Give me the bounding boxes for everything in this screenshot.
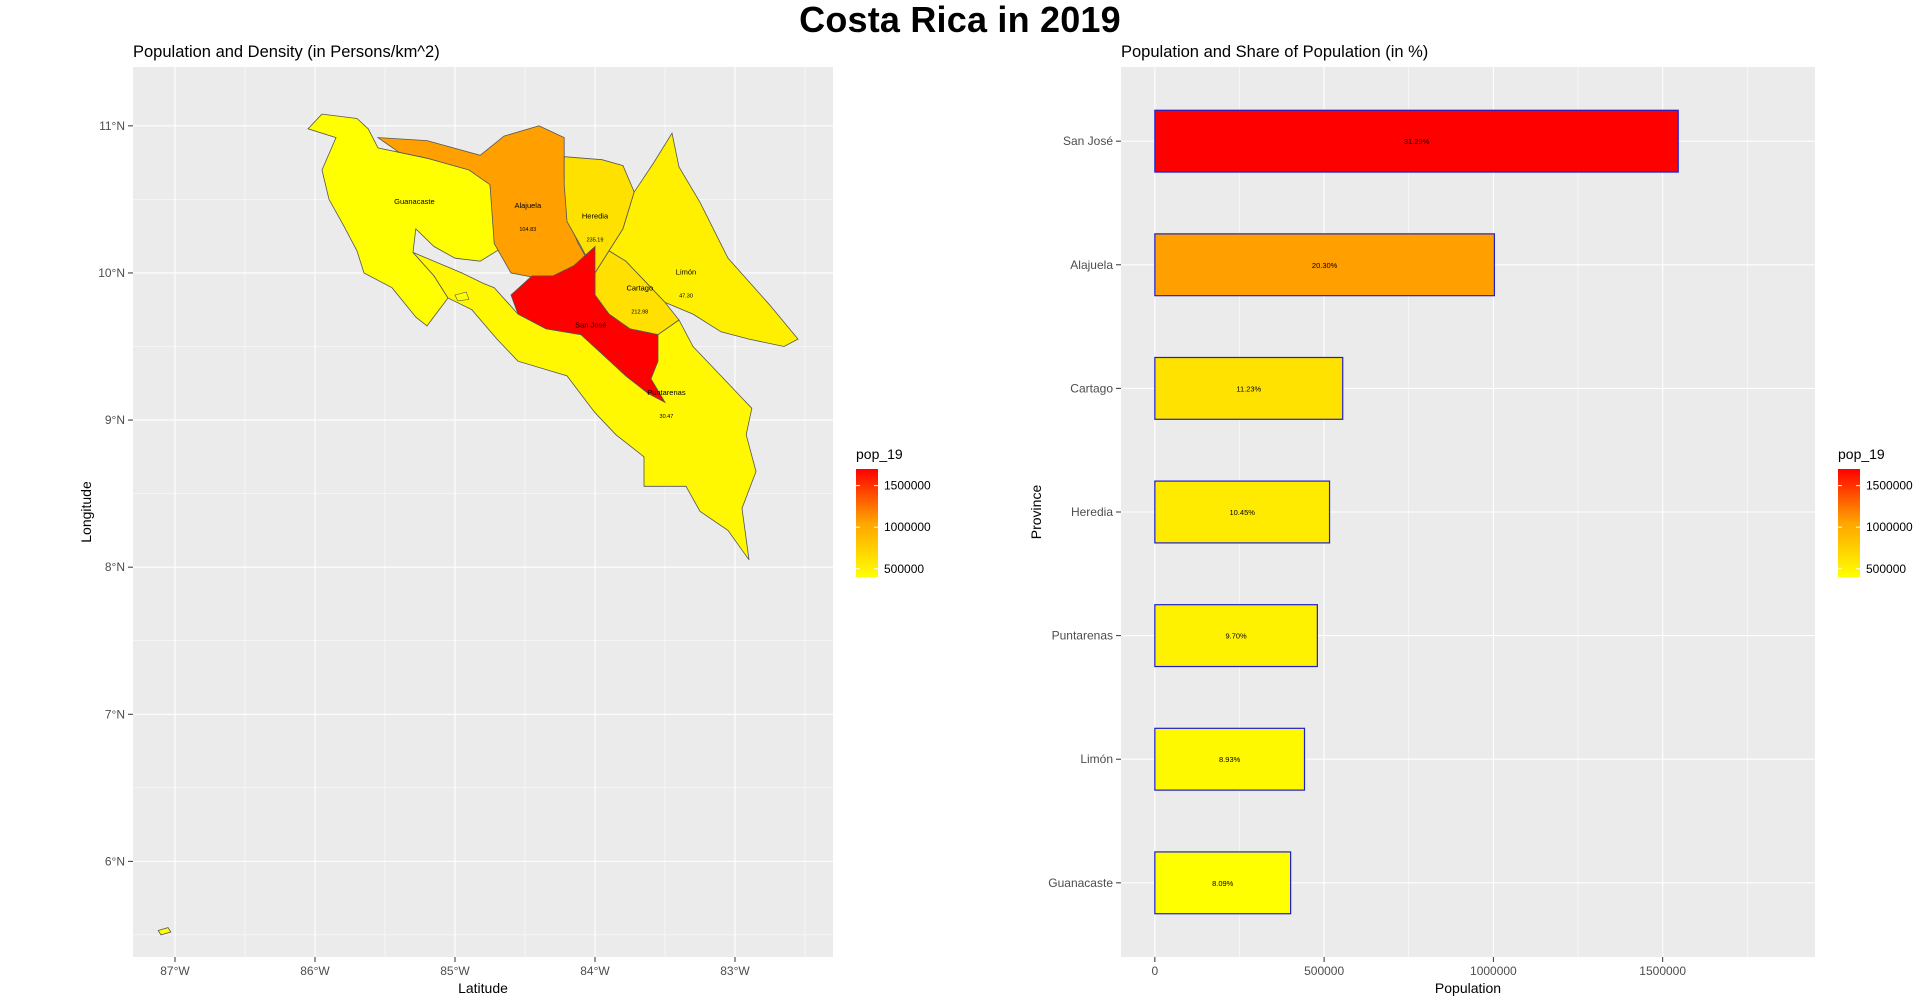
region-island [454,291,470,302]
bar-y-axis: San José Alajuela Cartago Heredia Puntarenas… [1048,134,1121,890]
region-density-puntarenas: 30.47 [660,414,674,420]
region-label-guanacaste: Guanacaste [394,197,434,206]
map-legend: pop_19 1500000 1000000 500000 [856,446,931,577]
map-legend-colorbar [856,469,878,577]
bar-y-tick-label: Cartago [1070,381,1113,395]
bar-y-tick-label: Puntarenas [1052,629,1113,643]
map-y-tick-label: 9°N [105,413,125,427]
bar-data-label: 20.30% [1312,261,1338,270]
map-legend-label: 500000 [884,562,924,576]
bar-data-label: 9.70% [1225,632,1247,641]
map-region-labels: Guanacaste Alajuela 104.83 Heredia 235.19 Lim… [394,197,696,420]
bar-legend: pop_19 1500000 1000000 500000 [1838,446,1913,577]
region-label-alajuela: Alajuela [514,201,542,210]
region-density-limon: 47.30 [679,293,693,299]
map-y-tick-label: 8°N [105,560,125,574]
bar-data-label: 11.23% [1236,384,1261,393]
bar-data-label: 8.93% [1219,755,1241,764]
bar [1154,480,1331,544]
bar-x-axis-label: Population [1435,980,1501,996]
bar-y-tick-label: San José [1063,134,1113,148]
bar-title: Population and Share of Population (in %… [1121,43,1428,61]
bar-y-axis-label: Province [1028,485,1044,540]
map-y-tick-label: 7°N [105,707,125,721]
map-x-tick-label: 83°W [720,964,750,978]
map-y-axis-label: Longitude [78,481,94,543]
region-density-cartago: 212.98 [631,310,648,316]
bar-y-tick-label: Limón [1080,752,1113,766]
bar-data-label: 10.45% [1229,508,1255,517]
bar-series: 31.29% 20.30% 11.23% 10.45% 9.70% 8.93% 8.09% [1154,109,1679,915]
bar-x-tick-label: 1500000 [1639,964,1686,978]
bar-y-tick-label: Heredia [1071,505,1113,519]
map-y-axis: 6°N 7°N 8°N 9°N 10°N 11°N [98,119,133,868]
bar-x-tick-label: 0 [1152,964,1159,978]
map-x-tick-label: 84°W [580,964,610,978]
map-x-axis-label: Latitude [458,980,508,996]
bar [1154,604,1318,668]
bar-data-label: 8.09% [1212,879,1234,888]
bar-y-tick-label: Alajuela [1070,258,1113,272]
bar-legend-label: 1500000 [1866,479,1913,493]
map-y-tick-label: 6°N [105,854,125,868]
map-y-tick-label: 10°N [98,266,125,280]
map-x-tick-label: 87°W [160,964,190,978]
bar [1154,356,1344,420]
bar-legend-label: 500000 [1866,562,1906,576]
region-cocos-island [157,927,172,936]
map-panel: Population and Density (in Persons/km^2)… [78,43,931,996]
map-regions [157,113,799,936]
page-title: Costa Rica in 2019 [799,0,1121,40]
map-legend-title: pop_19 [856,446,903,462]
bar [1154,109,1679,173]
bar-data-label: 31.29% [1404,137,1430,146]
region-puntarenas [412,252,757,561]
bar [1154,233,1496,297]
map-legend-label: 1500000 [884,479,931,493]
region-label-limon: Limón [676,267,696,276]
map-x-tick-label: 86°W [300,964,330,978]
map-legend-label: 1000000 [884,520,931,534]
map-title: Population and Density (in Persons/km^2) [133,43,440,61]
map-x-axis: 87°W 86°W 85°W 84°W 83°W [160,957,750,978]
region-label-heredia: Heredia [582,212,609,221]
bar-legend-colorbar [1838,469,1860,577]
bar [1154,851,1292,915]
bar-y-tick-label: Guanacaste [1048,876,1113,890]
map-x-tick-label: 85°W [440,964,470,978]
bar-legend-label: 1000000 [1866,520,1913,534]
bar-x-axis: 0 500000 1000000 1500000 [1152,957,1686,978]
region-density-alajuela: 104.83 [519,227,536,233]
bar [1154,727,1306,791]
region-density-heredia: 235.19 [587,238,604,244]
bar-panel: Population and Share of Population (in %… [1028,43,1913,996]
region-label-san-jose: San José [575,320,606,329]
region-label-puntarenas: Puntarenas [647,388,686,397]
region-label-cartago: Cartago [626,284,653,293]
bar-x-tick-label: 1000000 [1470,964,1517,978]
bar-legend-title: pop_19 [1838,446,1885,462]
map-y-tick-label: 11°N [99,119,125,133]
bar-x-tick-label: 500000 [1304,964,1344,978]
